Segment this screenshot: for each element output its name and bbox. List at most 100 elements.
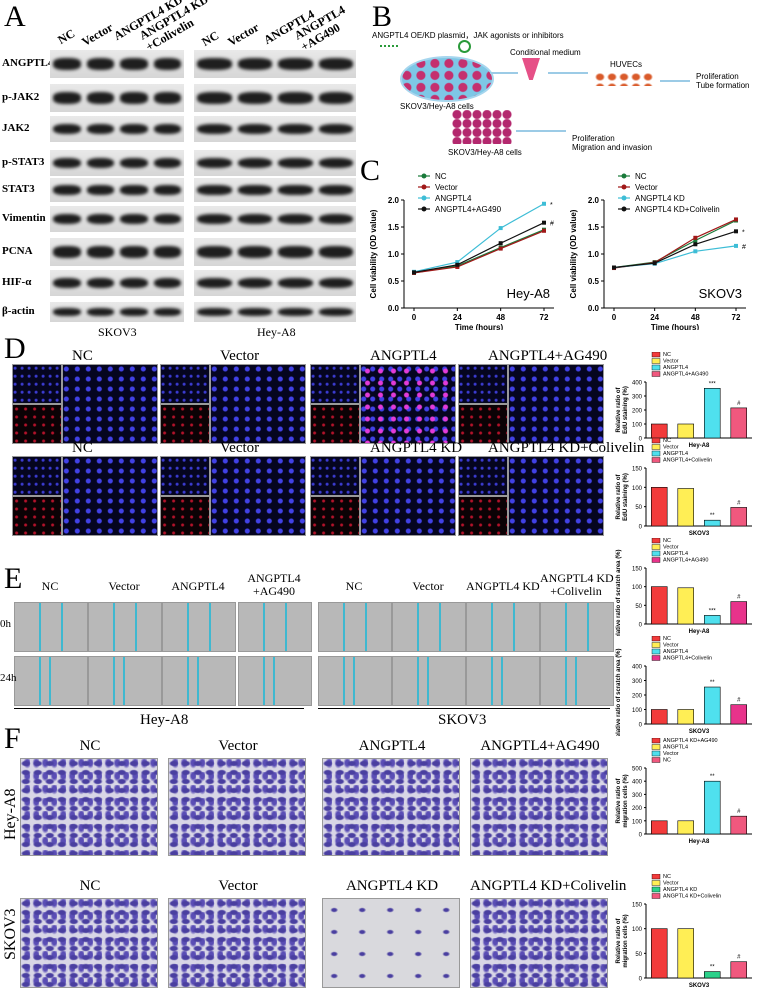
y-tick-label: 400 <box>632 381 643 387</box>
blot-heya8 <box>194 178 356 202</box>
legend-marker <box>421 206 427 212</box>
blot-band <box>318 308 353 316</box>
blot-band <box>278 123 313 135</box>
edu-merge-image <box>210 456 306 536</box>
blot-band <box>237 246 272 258</box>
panel-label-c: C <box>360 154 381 187</box>
edu-group-title: ANGPTL4 KD+Colivelin <box>488 440 645 456</box>
scratch-edge-line <box>39 603 41 651</box>
y-tick-label: 400 <box>632 780 643 786</box>
y-axis-label: Relative ratio of <box>616 473 622 519</box>
edu-dapi-thumb <box>458 364 508 404</box>
cell-label-e-skov3: SKOV3 <box>438 712 487 728</box>
scratch-image <box>162 656 236 706</box>
scratch-image <box>318 602 392 652</box>
transwell-col-label: NC <box>79 878 101 894</box>
scratch-edge-line <box>353 657 355 705</box>
y-tick-label: 0 <box>639 977 643 983</box>
bar <box>704 615 721 625</box>
y-tick-label: 300 <box>632 395 643 401</box>
blot-band <box>120 277 148 289</box>
rowlabel-f-skov3: SKOV3 <box>2 908 19 960</box>
legend-label: ANGPTL4 <box>663 365 688 371</box>
bar <box>677 928 695 979</box>
bar <box>704 971 721 979</box>
blot-band <box>86 92 114 104</box>
edu-group-title: Vector <box>220 348 260 364</box>
legend-swatch <box>651 880 661 886</box>
legend-swatch <box>651 538 661 544</box>
plasmid-icon <box>380 40 398 47</box>
transwell-col-label: ANGPTL4 <box>358 738 426 754</box>
y-tick-label: 150 <box>632 467 643 473</box>
transwell-image <box>20 898 158 988</box>
col-label-nc: NC <box>55 26 78 47</box>
y-tick-label: 200 <box>632 694 643 700</box>
legend-swatch <box>651 886 661 893</box>
data-point <box>498 241 503 246</box>
bar <box>730 704 748 725</box>
blot-band <box>318 185 353 195</box>
x-axis-label: Hey-A8 <box>689 839 710 845</box>
y-axis-label: Cell viability (OD value) <box>569 209 578 298</box>
legend-swatch <box>651 358 661 364</box>
transwell-col-label: Vector <box>218 738 258 754</box>
legend-label: Vector <box>663 751 679 757</box>
bar <box>650 928 668 979</box>
blot-skov3 <box>50 270 184 296</box>
scratch-edge-line <box>501 657 503 705</box>
series-line <box>613 245 737 269</box>
scratch-edge-line <box>39 657 41 705</box>
scratch-edge-line <box>427 657 429 705</box>
scratch-edge-line <box>285 603 287 651</box>
edu-merge-image <box>62 456 158 536</box>
blot-band <box>237 213 272 225</box>
transwell-col-label: ANGPTL4+AG490 <box>480 738 600 754</box>
culture-dish <box>400 56 494 102</box>
scratch-edge-line <box>187 603 189 651</box>
cells2-out-label: Proliferation Migration and invasion <box>572 134 653 152</box>
significance-mark: # <box>550 221 554 228</box>
blot-band <box>53 185 81 195</box>
blot-band <box>86 157 114 169</box>
legend-label: ANGPTL4 KD+Colivelin <box>663 894 721 900</box>
legend-marker <box>621 195 627 201</box>
blot-band <box>120 213 148 225</box>
blot-heya8 <box>194 116 356 142</box>
edu-dapi-thumb <box>12 456 62 496</box>
bar <box>677 587 695 625</box>
blot-row-label: ANGPTL4 <box>2 57 54 69</box>
y-axis-label: migration cells (%) <box>623 914 629 967</box>
y-axis-label: Relative ratio of <box>616 917 622 963</box>
scratch-edge-line <box>417 603 419 651</box>
edu-merge-image <box>508 456 604 536</box>
scratch-edge-line <box>123 657 125 705</box>
y-tick-label: 1.0 <box>388 250 400 259</box>
bar <box>650 586 668 625</box>
scratch-image <box>238 656 312 706</box>
y-tick-label: 400 <box>632 665 643 671</box>
chart-scratch-heya8: 0 50 100 150 Relative ratio of scratch area … <box>616 538 752 636</box>
chart-title: Hey-A8 <box>507 286 550 301</box>
blot-heya8 <box>194 302 356 322</box>
scratch-edge-line <box>197 657 199 705</box>
blot-band <box>278 157 313 169</box>
blot-band <box>197 308 232 316</box>
legend-swatch <box>651 544 661 550</box>
blot-band <box>153 308 181 316</box>
y-tick-label: 100 <box>632 819 643 825</box>
data-point <box>693 249 698 254</box>
data-point <box>652 261 657 266</box>
significance-mark: ** <box>710 680 715 686</box>
blot-band <box>120 123 148 135</box>
legend-label: ANGPTL4 <box>663 745 688 751</box>
huvec-label: HUVECs <box>610 60 643 69</box>
series-line <box>613 218 737 269</box>
scratch-edge-line <box>491 603 493 651</box>
blot-skov3 <box>50 238 184 266</box>
y-tick-label: 300 <box>632 679 643 685</box>
scratch-image <box>88 602 162 652</box>
arrow-to-huvec <box>548 72 588 74</box>
significance-mark: # <box>737 401 741 407</box>
blot-row-label: Vimentin <box>2 212 46 224</box>
